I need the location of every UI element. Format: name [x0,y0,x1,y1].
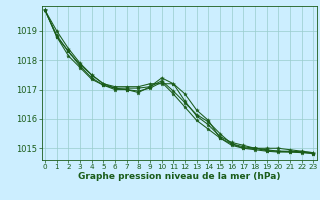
X-axis label: Graphe pression niveau de la mer (hPa): Graphe pression niveau de la mer (hPa) [78,172,280,181]
